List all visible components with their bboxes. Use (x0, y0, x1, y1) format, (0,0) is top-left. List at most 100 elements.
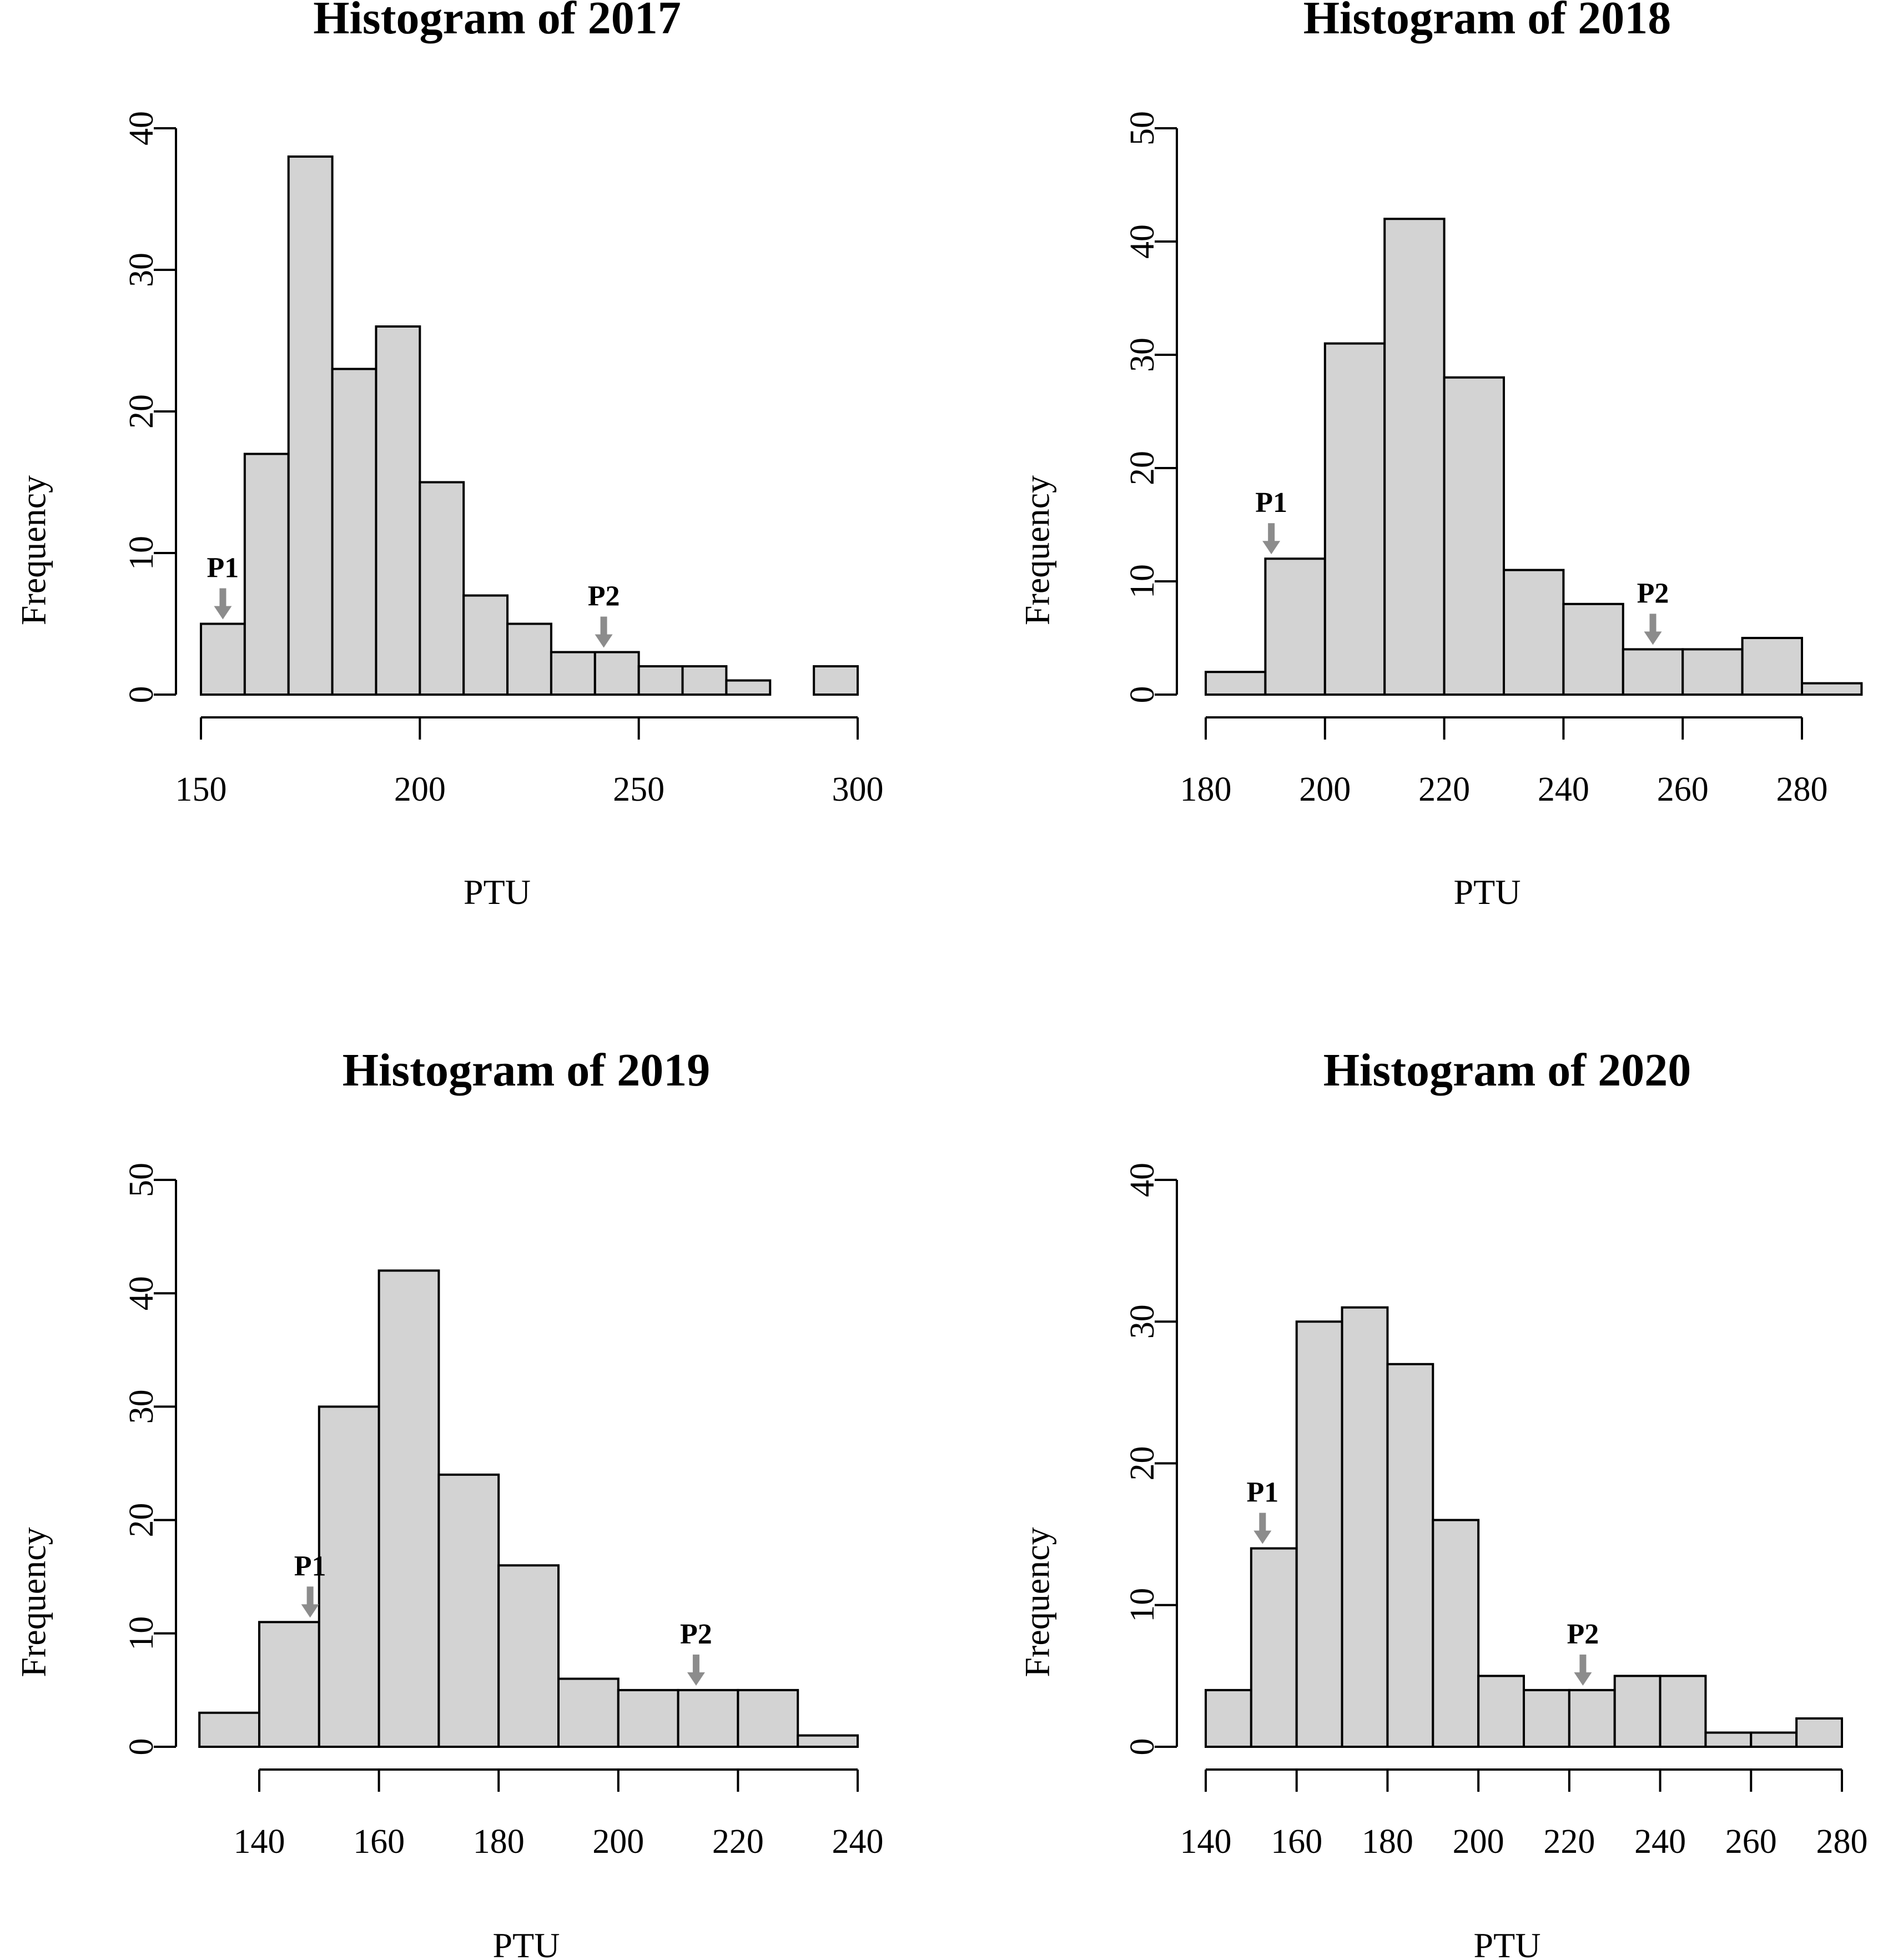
annotation-label: P1 (294, 1550, 326, 1582)
annotation-p2: P2 (588, 581, 620, 648)
histogram-bar (1205, 1688, 1252, 1748)
annotation-label: P1 (1255, 487, 1287, 519)
y-tick-label: 30 (123, 1389, 160, 1424)
histogram-bar (200, 622, 246, 696)
y-tick-label: 40 (1124, 224, 1161, 259)
histogram-bar (243, 453, 290, 696)
down-arrow-icon (214, 606, 232, 620)
x-tick-label: 280 (1816, 1823, 1868, 1861)
x-axis-label: PTU (1454, 872, 1521, 912)
annotation-p1: P1 (1246, 1477, 1278, 1544)
y-tick-label: 50 (123, 1163, 160, 1197)
histogram-bar (1443, 376, 1506, 696)
down-arrow-icon (1262, 541, 1281, 555)
histogram-bar (506, 622, 552, 696)
x-axis-label: PTU (464, 872, 531, 912)
x-tick-label: 240 (1538, 771, 1589, 808)
histogram-bar (1250, 1547, 1298, 1748)
histogram-bar (1205, 671, 1267, 696)
histogram-bar (681, 665, 728, 696)
histogram-bar (377, 1269, 440, 1748)
chart-title: Histogram of 2019 (343, 1044, 711, 1096)
y-tick-label: 40 (1124, 1163, 1161, 1197)
histogram-bar (1503, 569, 1565, 696)
y-tick-label: 30 (1124, 338, 1161, 372)
annotation-p2: P2 (1637, 577, 1669, 645)
panel-2: 0 10 20 30 40 50 180 200 220 240 260 280 Histogram o… (1018, 0, 1863, 912)
down-arrow-icon (301, 1604, 319, 1618)
histogram-bar (1681, 648, 1744, 696)
annotation-p2: P2 (680, 1619, 712, 1686)
y-tick-label: 0 (123, 1738, 160, 1756)
x-tick-label: 250 (613, 771, 664, 808)
annotation-p2: P2 (1567, 1619, 1599, 1686)
y-tick-label: 10 (1124, 1588, 1161, 1622)
histogram-bar (1341, 1306, 1389, 1748)
histogram-bar (1523, 1688, 1570, 1748)
histogram-bar (198, 1711, 261, 1748)
histogram-bar (258, 1621, 320, 1748)
histogram-bar (1562, 602, 1624, 696)
y-tick-label: 20 (1124, 451, 1161, 485)
annotation-p1: P1 (207, 552, 239, 620)
y-tick-label: 30 (123, 253, 160, 287)
y-tick-label: 0 (1124, 1738, 1161, 1756)
histogram-bar (1659, 1675, 1707, 1748)
x-tick-label: 280 (1776, 771, 1828, 808)
panel-3: 0 10 20 30 40 50 140 160 180 200 220 240 Histogram o… (14, 1044, 884, 1960)
x-tick-label: 220 (712, 1823, 764, 1861)
x-tick-label: 150 (175, 771, 227, 808)
y-axis-label: Frequency (14, 475, 53, 625)
histogram-bar (1568, 1688, 1616, 1748)
histogram-bar (1622, 648, 1684, 696)
histogram-bar (813, 665, 859, 696)
x-axis-label: PTU (493, 1926, 560, 1960)
histogram-bar (1704, 1731, 1753, 1748)
histogram-bar (1323, 342, 1386, 696)
histogram-bar (1295, 1320, 1343, 1748)
x-tick-label: 200 (394, 771, 446, 808)
down-arrow-icon (687, 1672, 705, 1686)
histogram-bar (437, 1473, 500, 1748)
histogram-bar (331, 368, 377, 696)
x-tick-label: 160 (1271, 1823, 1322, 1861)
histogram-bar (797, 1734, 859, 1748)
down-arrow-icon (595, 634, 613, 648)
y-tick-label: 20 (1124, 1446, 1161, 1481)
annotation-label: P2 (1637, 577, 1669, 609)
x-tick-label: 180 (473, 1823, 525, 1861)
histogram-bar (1477, 1675, 1525, 1748)
histogram-bar (593, 651, 640, 696)
x-tick-label: 140 (234, 1823, 285, 1861)
x-tick-label: 240 (832, 1823, 884, 1861)
y-tick-label: 40 (123, 1276, 160, 1310)
histogram-bar (677, 1688, 739, 1748)
annotation-label: P1 (207, 552, 239, 584)
histogram-bar (1386, 1363, 1434, 1748)
x-tick-label: 260 (1657, 771, 1709, 808)
x-tick-label: 200 (1453, 1823, 1504, 1861)
histogram-bar (725, 679, 772, 696)
histogram-bar (419, 481, 465, 696)
x-tick-label: 140 (1180, 1823, 1232, 1861)
y-axis-label: Frequency (14, 1527, 53, 1677)
annotation-label: P2 (680, 1619, 712, 1650)
chart-title: Histogram of 2020 (1323, 1044, 1691, 1096)
x-tick-label: 220 (1418, 771, 1470, 808)
histogram-bar (557, 1677, 620, 1748)
y-tick-label: 20 (123, 1503, 160, 1537)
histogram-bar (497, 1564, 560, 1748)
down-arrow-icon (1574, 1672, 1592, 1686)
histogram-bar (1613, 1675, 1661, 1748)
chart-title: Histogram of 2017 (313, 0, 681, 44)
down-arrow-icon (1253, 1530, 1272, 1544)
histogram-bar (637, 665, 684, 696)
histogram-bar (1801, 682, 1863, 696)
x-tick-label: 300 (832, 771, 884, 808)
annotation-p1: P1 (294, 1550, 326, 1618)
histogram-bar (550, 651, 596, 696)
y-axis-label: Frequency (1018, 1527, 1057, 1677)
x-tick-label: 240 (1634, 1823, 1686, 1861)
x-tick-label: 260 (1725, 1823, 1777, 1861)
histogram-bar (375, 325, 421, 696)
